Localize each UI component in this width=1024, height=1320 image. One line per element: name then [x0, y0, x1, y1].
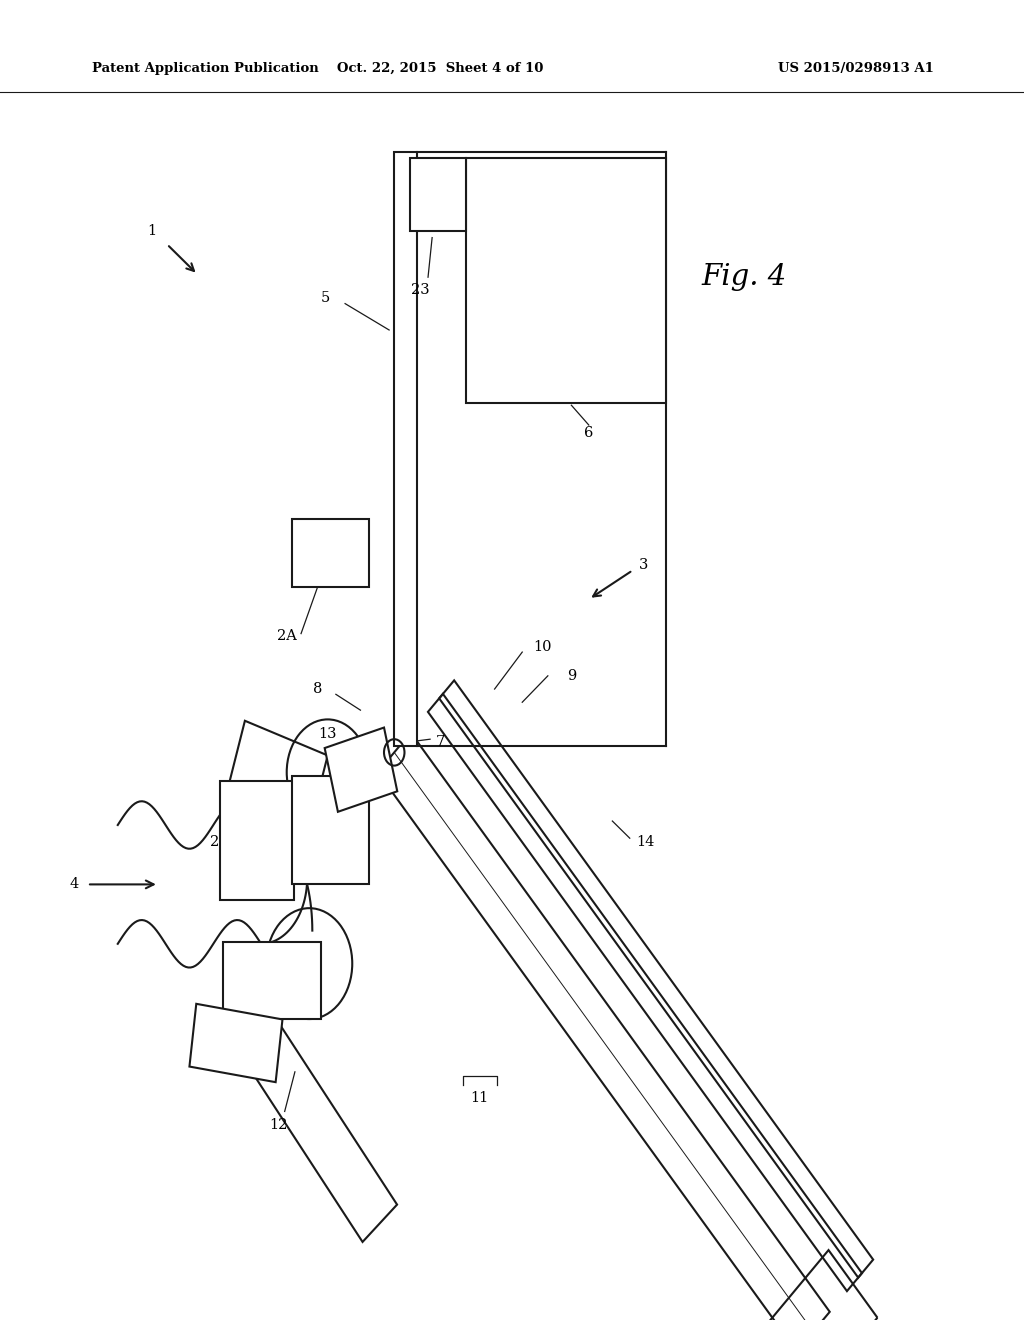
Text: 2: 2 [210, 836, 220, 849]
Text: 2A: 2A [276, 630, 297, 643]
Text: 10: 10 [534, 640, 552, 653]
Bar [292, 776, 369, 884]
Bar [220, 781, 294, 900]
Text: Patent Application Publication: Patent Application Publication [92, 62, 318, 75]
Bar [225, 721, 328, 833]
Text: 12: 12 [269, 1118, 288, 1131]
Bar [466, 158, 666, 403]
Text: 4: 4 [69, 878, 79, 891]
Text: 8: 8 [312, 682, 323, 696]
Text: 23: 23 [411, 284, 429, 297]
Bar [394, 152, 417, 746]
Text: 14: 14 [636, 836, 654, 849]
Text: Fig. 4: Fig. 4 [701, 263, 786, 292]
Text: 1: 1 [147, 224, 156, 238]
Text: 7: 7 [435, 735, 445, 748]
Text: US 2015/0298913 A1: US 2015/0298913 A1 [778, 62, 934, 75]
Bar [292, 519, 369, 587]
Text: 5: 5 [321, 292, 331, 305]
Bar [223, 942, 321, 1019]
Bar [325, 727, 397, 812]
Bar [410, 158, 466, 231]
Text: 11: 11 [470, 1092, 488, 1105]
Text: 6: 6 [584, 426, 594, 440]
Text: 13: 13 [318, 727, 337, 741]
Text: 3: 3 [638, 558, 648, 572]
Text: Oct. 22, 2015  Sheet 4 of 10: Oct. 22, 2015 Sheet 4 of 10 [337, 62, 544, 75]
Text: 9: 9 [566, 669, 577, 682]
Bar [189, 1003, 283, 1082]
